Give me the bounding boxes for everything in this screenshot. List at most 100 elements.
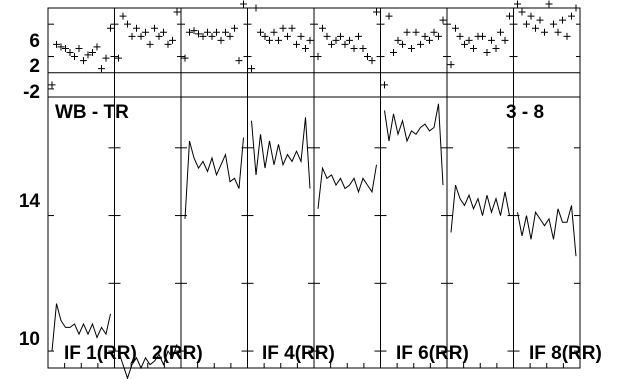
residual-point-p3-13 bbox=[240, 0, 247, 8]
residual-point-p6-7 bbox=[412, 28, 420, 36]
residual-point-p5-5 bbox=[337, 32, 344, 40]
residual-point-p2-5 bbox=[137, 32, 145, 40]
residual-point-p7-9 bbox=[488, 36, 495, 44]
residual-point-p2-3 bbox=[128, 32, 136, 40]
residual-point-p4-5 bbox=[270, 28, 278, 36]
residual-point-p4-3 bbox=[261, 32, 269, 40]
residual-point-p1-1 bbox=[53, 40, 60, 48]
residual-point-p3-9 bbox=[222, 28, 229, 36]
residual-point-p2-4 bbox=[133, 24, 140, 32]
residual-point-p1-3 bbox=[62, 44, 69, 52]
residual-point-p4-4 bbox=[266, 36, 273, 44]
residual-point-p2-13 bbox=[173, 8, 181, 16]
plot-layer bbox=[47, 0, 581, 379]
residual-point-p6-12 bbox=[435, 32, 442, 40]
residual-point-p5-10 bbox=[359, 44, 367, 52]
main-tick-10: 10 bbox=[19, 329, 40, 350]
residual-point-p2-0 bbox=[115, 54, 122, 62]
residual-point-p3-1 bbox=[186, 28, 193, 36]
residual-point-p2-6 bbox=[142, 28, 149, 36]
residual-point-p7-2 bbox=[456, 32, 464, 40]
residual-point-p7-0 bbox=[447, 61, 455, 69]
residual-point-p8-2 bbox=[523, 20, 530, 28]
residual-point-p2-1 bbox=[119, 12, 127, 20]
residual-point-p5-7 bbox=[346, 36, 353, 44]
residual-point-p4-10 bbox=[293, 40, 300, 48]
residual-point-p1-5 bbox=[71, 53, 78, 61]
residual-point-p3-2 bbox=[190, 27, 198, 35]
series-line-panel-7 bbox=[450, 184, 510, 233]
residual-point-p3-10 bbox=[226, 32, 234, 40]
panel-label-4: IF 4(RR) bbox=[262, 343, 335, 364]
residual-point-p4-11 bbox=[297, 32, 305, 40]
main-tick-14: 14 bbox=[19, 191, 41, 212]
residual-point-p3-11 bbox=[231, 24, 238, 32]
residual-point-p6-6 bbox=[408, 44, 415, 52]
residual-point-p5-9 bbox=[355, 32, 362, 40]
panel-label-2: 2(RR) bbox=[152, 343, 203, 364]
residual-point-p1-9 bbox=[89, 49, 96, 56]
residual-point-p5-1 bbox=[319, 24, 326, 32]
residual-point-p2-2 bbox=[124, 20, 131, 28]
residual-point-p8-0 bbox=[514, 0, 521, 8]
title-right: 3 - 8 bbox=[506, 102, 544, 123]
residual-point-p6-5 bbox=[403, 28, 411, 36]
residual-point-p4-12 bbox=[302, 44, 309, 52]
residual-point-p6-9 bbox=[421, 32, 429, 40]
residual-point-p1-13 bbox=[107, 24, 114, 32]
residual-point-p2-8 bbox=[151, 24, 158, 32]
residual-point-p1-7 bbox=[80, 57, 87, 65]
residual-point-p5-3 bbox=[328, 40, 335, 48]
residual-point-p4-2 bbox=[257, 28, 264, 36]
title-left: WB - TR bbox=[55, 102, 129, 123]
series-line-panel-4 bbox=[251, 117, 311, 189]
residual-point-p5-6 bbox=[341, 40, 349, 48]
series-line-panel-8 bbox=[517, 205, 577, 257]
residual-point-p7-12 bbox=[501, 36, 509, 44]
residual-point-p5-4 bbox=[332, 36, 340, 44]
residual-point-p1-0 bbox=[48, 81, 56, 89]
residual-point-p8-4 bbox=[532, 24, 539, 32]
residual-point-p2-12 bbox=[169, 36, 176, 44]
residual-point-p3-3 bbox=[195, 30, 202, 38]
residual-point-p4-9 bbox=[288, 24, 296, 32]
residual-point-p6-13 bbox=[439, 16, 447, 24]
series-line-panel-6 bbox=[384, 103, 444, 186]
panel-label-1: IF 1(RR) bbox=[64, 343, 137, 364]
residual-point-p4-13 bbox=[306, 36, 314, 44]
residual-point-p4-7 bbox=[279, 24, 287, 32]
residual-point-p7-4 bbox=[465, 36, 473, 44]
residual-point-p3-7 bbox=[213, 28, 220, 36]
panel-label-6: IF 6(RR) bbox=[396, 343, 469, 364]
residual-point-p6-2 bbox=[390, 49, 397, 56]
residual-point-p3-5 bbox=[204, 28, 211, 36]
residual-point-p6-8 bbox=[417, 40, 424, 48]
residual-point-p7-13 bbox=[506, 12, 513, 20]
residual-point-p4-6 bbox=[275, 36, 282, 44]
residual-point-p1-12 bbox=[102, 54, 110, 62]
residual-point-p2-11 bbox=[164, 40, 172, 48]
residual-point-p7-11 bbox=[497, 28, 504, 36]
residual-point-p2-7 bbox=[146, 40, 154, 48]
residual-point-p6-10 bbox=[426, 36, 433, 44]
top-tick-6: 6 bbox=[29, 31, 40, 52]
residual-point-p8-3 bbox=[527, 12, 535, 20]
series-line-panel-3 bbox=[184, 137, 244, 219]
residual-point-p7-5 bbox=[470, 44, 477, 52]
residual-point-p3-12 bbox=[235, 57, 243, 65]
residual-point-p1-6 bbox=[75, 44, 83, 52]
residual-point-p2-10 bbox=[160, 28, 167, 36]
residual-point-p1-10 bbox=[93, 43, 101, 51]
residual-point-p6-4 bbox=[399, 40, 406, 48]
residual-point-p8-13 bbox=[572, 4, 580, 12]
residual-point-p2-9 bbox=[155, 32, 163, 40]
residual-point-p8-5 bbox=[536, 16, 544, 24]
series-line-panel-5 bbox=[317, 164, 377, 209]
series-line-panel-2 bbox=[118, 344, 178, 379]
residual-point-p6-11 bbox=[430, 28, 438, 36]
residual-point-p7-7 bbox=[479, 32, 486, 40]
residual-point-p7-8 bbox=[483, 49, 491, 56]
residual-point-p4-1 bbox=[252, 4, 260, 12]
residual-point-p6-0 bbox=[381, 81, 388, 89]
